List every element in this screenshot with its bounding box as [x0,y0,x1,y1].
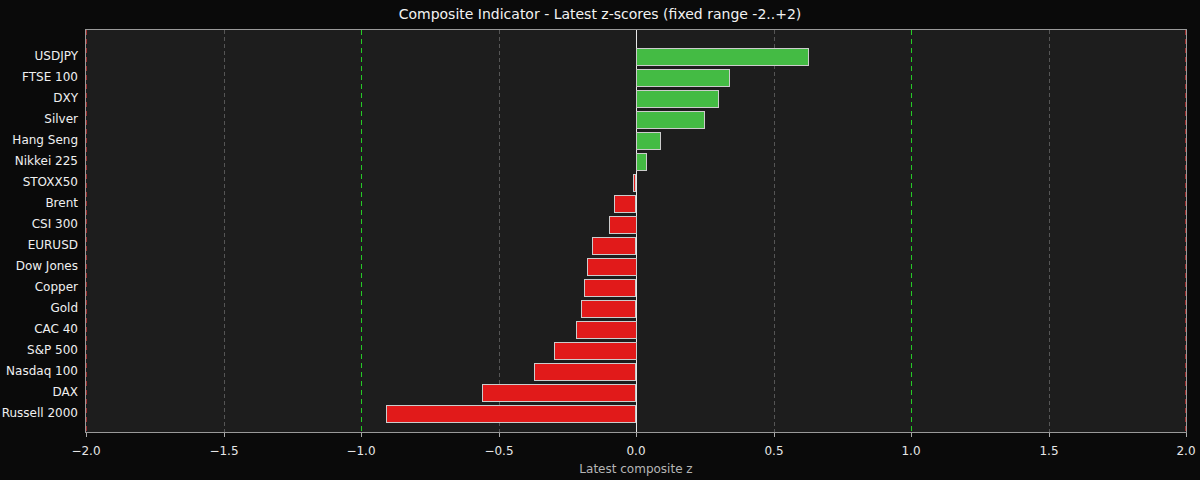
x-tick-label--1.5: −1.5 [194,444,254,458]
bar-gold [581,300,636,318]
reference-line-red-2 [1185,30,1186,432]
bar-dax [482,384,636,402]
y-tick-label-copper: Copper [0,279,78,295]
y-tick-label-hang-seng: Hang Seng [0,132,78,148]
bar-russell-2000 [386,405,636,423]
y-tick-label-gold: Gold [0,300,78,316]
x-tick-mark--1 [361,433,362,437]
gridline--1.5 [224,30,225,432]
x-tick-label-0: 0.0 [606,444,666,458]
y-tick-label-brent: Brent [0,195,78,211]
x-tick-label-1: 1.0 [881,444,941,458]
y-tick-label-s-p-500: S&P 500 [0,342,78,358]
bar-copper [584,279,636,297]
bar-nasdaq-100 [534,363,636,381]
bar-eurusd [592,237,636,255]
x-tick-mark--2 [86,433,87,437]
x-tick-mark-0.5 [774,433,775,437]
x-tick-label--2: −2.0 [56,444,116,458]
bar-nikkei-225 [636,153,647,171]
bar-s-p-500 [554,342,637,360]
y-tick-label-stoxx50: STOXX50 [0,174,78,190]
y-tick-label-nikkei-225: Nikkei 225 [0,153,78,169]
y-tick-label-eurusd: EURUSD [0,237,78,253]
y-tick-label-dow-jones: Dow Jones [0,258,78,274]
x-tick-mark-2 [1186,433,1187,437]
composite-indicator-chart: Composite Indicator - Latest z-scores (f… [0,0,1200,480]
bar-usdjpy [636,48,809,66]
reference-line-red--2 [86,30,87,432]
y-tick-label-nasdaq-100: Nasdaq 100 [0,363,78,379]
y-tick-label-silver: Silver [0,111,78,127]
bar-ftse-100 [636,69,730,87]
x-tick-label-1.5: 1.5 [1019,444,1079,458]
reference-line-green--1 [361,30,362,432]
gridline-1.5 [1049,30,1050,432]
bar-silver [636,111,705,129]
x-axis-label: Latest composite z [86,462,1186,476]
x-tick-mark-1.5 [1049,433,1050,437]
x-tick-mark--0.5 [499,433,500,437]
y-tick-label-usdjpy: USDJPY [0,48,78,64]
reference-line-green-1 [911,30,912,432]
x-tick-label-2: 2.0 [1156,444,1200,458]
x-tick-label--0.5: −0.5 [469,444,529,458]
plot-area [85,29,1187,433]
x-tick-mark-1 [911,433,912,437]
y-tick-label-csi-300: CSI 300 [0,216,78,232]
bar-cac-40 [576,321,637,339]
gridline--0.5 [499,30,500,432]
bar-dxy [636,90,719,108]
y-tick-label-cac-40: CAC 40 [0,321,78,337]
y-tick-label-dax: DAX [0,384,78,400]
x-tick-label-0.5: 0.5 [744,444,804,458]
bar-stoxx50 [633,174,636,192]
chart-title: Composite Indicator - Latest z-scores (f… [0,6,1200,22]
bar-dow-jones [587,258,637,276]
bar-brent [614,195,636,213]
y-tick-label-russell-2000: Russell 2000 [0,405,78,421]
bar-hang-seng [636,132,661,150]
x-tick-label--1: −1.0 [331,444,391,458]
gridline-0.5 [774,30,775,432]
x-tick-mark-0 [636,433,637,437]
x-tick-mark--1.5 [224,433,225,437]
bar-csi-300 [609,216,637,234]
y-tick-label-dxy: DXY [0,90,78,106]
y-tick-label-ftse-100: FTSE 100 [0,69,78,85]
